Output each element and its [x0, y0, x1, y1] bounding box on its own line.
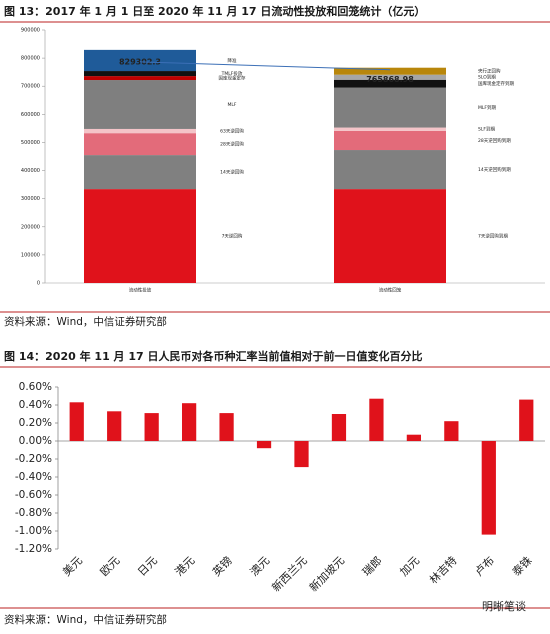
segment-label: 7天逆回购到期 [478, 233, 508, 240]
segment-label: MLF到期 [478, 104, 496, 111]
total-link [139, 61, 391, 71]
y-tick-label: 0.00% [19, 435, 52, 447]
y-tick-label: 0.20% [19, 417, 52, 429]
x-tick-label: 美元 [60, 554, 85, 579]
segment-label: 7天逆回购 [222, 233, 243, 240]
x-tick-label: 瑞郎 [359, 553, 384, 578]
x-tick-label: 新西兰元 [269, 553, 310, 594]
bar [219, 413, 234, 441]
y-tick-label: 100000 [21, 252, 40, 258]
y-tick-label: 700000 [21, 84, 40, 90]
x-tick-label: 日元 [135, 554, 160, 579]
x-tick-label: 澳元 [248, 554, 273, 579]
bar-segment [84, 49, 196, 72]
source: 资料来源：Wind，中信证券研究部 [4, 613, 167, 626]
segment-label: 63天逆回购 [220, 128, 244, 135]
y-tick-label: 0.40% [19, 399, 52, 411]
x-tick-label: 流动性投放 [129, 287, 152, 294]
bar [69, 402, 84, 441]
y-tick-label: 400000 [21, 168, 40, 174]
bar [181, 403, 197, 441]
bar-segment [84, 76, 196, 81]
bar-segment [334, 74, 446, 80]
bar [256, 441, 272, 449]
y-tick-label: 800000 [21, 56, 40, 62]
bar-segment [84, 155, 196, 190]
bar-segment [334, 150, 446, 190]
bar [406, 434, 422, 441]
bar [294, 441, 309, 468]
segment-label: 国库现金定存 [219, 75, 246, 82]
y-tick-label: -0.80% [15, 507, 52, 519]
y-tick-label: 0 [37, 281, 40, 287]
x-tick-label: 林吉特 [426, 553, 459, 586]
y-tick-label: -1.20% [15, 543, 52, 555]
bar [331, 414, 347, 441]
figure-title: 图 13：2017 年 1 月 1 日至 2020 年 11 月 17 日流动性… [4, 4, 425, 18]
y-tick-label: 900000 [21, 28, 40, 34]
x-tick-label: 欧元 [98, 554, 123, 579]
total-label: 765868.98 [366, 75, 414, 84]
bar-segment [84, 189, 196, 283]
segment-label: 降准 [228, 57, 237, 64]
y-tick-label: 0.60% [19, 381, 52, 393]
segment-label: 28天逆回购到期 [478, 137, 511, 144]
source: 资料来源：Wind，中信证券研究部 [4, 315, 167, 328]
bar [444, 421, 459, 441]
bar-segment [334, 127, 446, 131]
segment-label: 14天逆回购到期 [478, 166, 511, 173]
bar-segment [334, 130, 446, 151]
bar-segment [84, 80, 196, 129]
segment-label: SLO到期 [478, 74, 496, 81]
bar-segment [84, 71, 196, 77]
y-tick-label: 300000 [21, 196, 40, 202]
x-tick-label: 新加坡元 [306, 553, 347, 594]
y-tick-label: -0.60% [15, 489, 52, 501]
y-tick-label: 200000 [21, 224, 40, 230]
x-tick-label: 卢布 [472, 554, 497, 579]
segment-label: MLF [228, 102, 237, 108]
y-tick-label: -1.00% [15, 525, 52, 537]
x-tick-label: 流动性回笼 [379, 287, 402, 294]
y-tick-label: 500000 [21, 140, 40, 146]
x-tick-label: 港元 [173, 554, 198, 579]
segment-label: 28天逆回购 [220, 141, 244, 148]
bar [481, 441, 496, 535]
x-tick-label: 加元 [397, 554, 422, 579]
x-tick-label: 泰铢 [509, 553, 534, 578]
figure-title: 图 14：2020 年 11 月 17 日人民币对各币种汇率当前值相对于前一日值… [4, 349, 423, 363]
watermark: 明晰笔谈 [482, 599, 526, 613]
segment-label: 14天逆回购 [220, 169, 244, 176]
bar-segment [84, 128, 196, 134]
bar [144, 413, 159, 441]
bar-segment [84, 133, 196, 156]
bar [107, 411, 122, 441]
y-tick-label: 600000 [21, 112, 40, 118]
segment-label: TMLF投放 [221, 70, 243, 77]
y-tick-label: -0.40% [15, 471, 52, 483]
x-tick-label: 英镑 [209, 553, 234, 578]
bar [369, 398, 384, 441]
segment-label: 央行正回购 [478, 68, 501, 75]
bar-segment [334, 67, 446, 75]
segment-label: 国库现金定存到期 [478, 80, 514, 87]
bar [519, 399, 534, 441]
bar-segment [334, 79, 446, 88]
bar-segment [334, 189, 446, 283]
bar-segment [334, 87, 446, 128]
y-tick-label: -0.20% [15, 453, 52, 465]
segment-label: SLF到期 [478, 126, 495, 133]
